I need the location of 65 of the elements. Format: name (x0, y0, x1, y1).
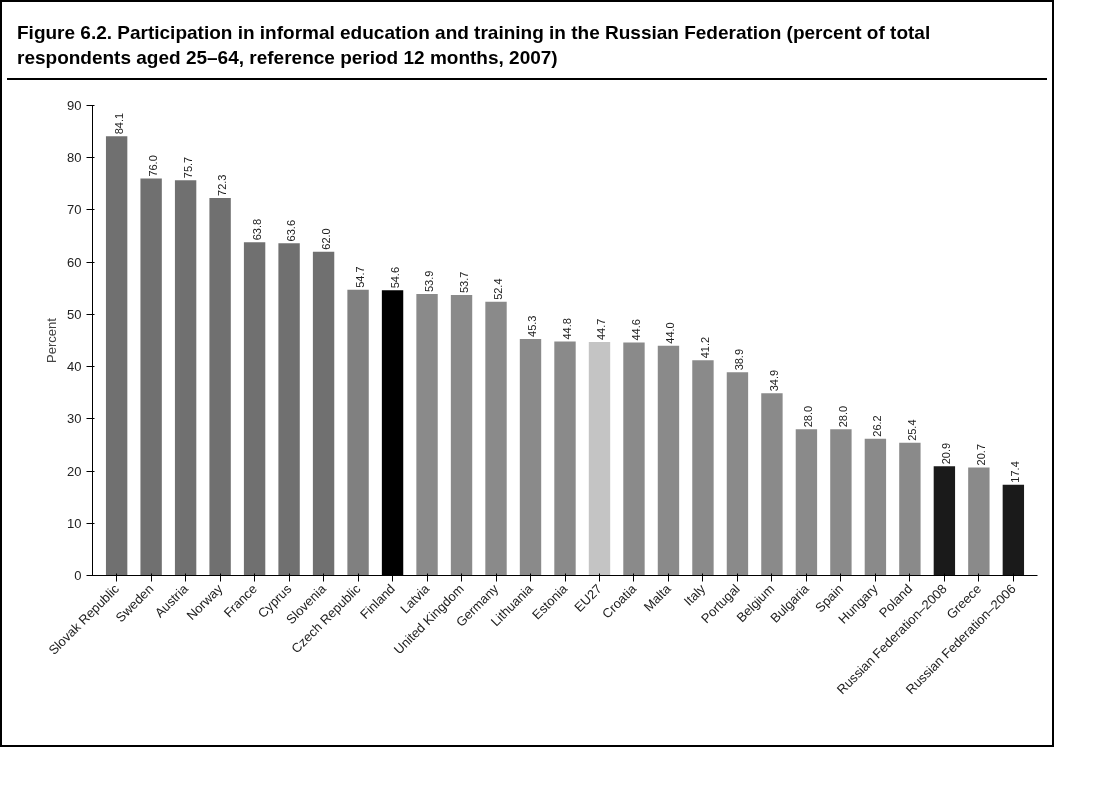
bar (416, 294, 438, 576)
y-tick-label: 90 (67, 98, 82, 114)
data-label: 38.9 (733, 349, 746, 371)
data-label: 44.6 (629, 319, 642, 341)
bar (140, 178, 162, 576)
bar (450, 295, 473, 576)
data-label: 72.3 (216, 174, 229, 197)
bar (485, 302, 507, 576)
data-label: 17.4 (1009, 461, 1022, 484)
y-tick-label: 60 (67, 255, 82, 271)
bar (1002, 485, 1025, 576)
data-label: 28.0 (836, 406, 849, 428)
bar (278, 243, 300, 576)
y-tick-label: 10 (67, 516, 82, 532)
bar (933, 466, 956, 576)
data-label: 44.8 (561, 318, 573, 340)
y-tick-label: 40 (67, 359, 82, 375)
bar (899, 443, 921, 576)
data-label: 34.9 (767, 370, 780, 392)
bar (830, 429, 852, 576)
bar (623, 342, 645, 576)
bar (312, 252, 335, 576)
data-label: 25.4 (905, 419, 918, 442)
data-label: 28.0 (802, 406, 815, 428)
bar (692, 360, 714, 576)
bar (588, 342, 611, 576)
bar (968, 467, 990, 576)
data-label: 54.6 (388, 267, 401, 289)
data-label: 75.7 (181, 157, 194, 179)
bar (519, 339, 542, 576)
bar (554, 341, 576, 576)
bar (726, 372, 749, 576)
data-label: 76.0 (147, 155, 160, 177)
data-label: 44.0 (664, 322, 677, 345)
y-axis-title: Percent (44, 318, 60, 364)
bar (347, 290, 369, 576)
data-label: 63.6 (285, 220, 298, 242)
data-label: 20.9 (940, 443, 953, 465)
bar (657, 346, 680, 576)
bar (795, 429, 818, 576)
y-tick-label: 70 (67, 202, 82, 218)
y-tick-label: 80 (67, 150, 82, 166)
data-label: 62.0 (319, 228, 332, 251)
data-label: 41.2 (698, 337, 711, 359)
bar (243, 242, 266, 576)
data-label: 20.7 (974, 444, 987, 466)
data-label: 63.8 (250, 219, 263, 241)
bar (761, 393, 783, 576)
data-label: 54.7 (354, 266, 367, 289)
bar (864, 439, 887, 576)
chart-title: Figure 6.2. Participation in informal education and training in the Russian Federation (percent of total respondents aged 25–64, reference period 12 months, 2007) (17, 21, 932, 70)
bar (174, 180, 197, 576)
bar (105, 136, 128, 576)
data-label: 26.2 (871, 415, 884, 438)
data-label: 52.4 (492, 278, 505, 301)
y-tick-label: 0 (74, 568, 82, 584)
data-label: 45.3 (526, 315, 539, 338)
data-label: 44.7 (595, 319, 608, 341)
y-tick-label: 30 (67, 411, 82, 427)
data-label: 53.9 (423, 270, 436, 293)
data-label: 53.7 (457, 272, 470, 294)
data-label: 84.1 (112, 113, 125, 135)
y-tick-label: 50 (67, 307, 82, 323)
y-tick-label: 20 (67, 463, 82, 479)
bar (209, 198, 231, 576)
